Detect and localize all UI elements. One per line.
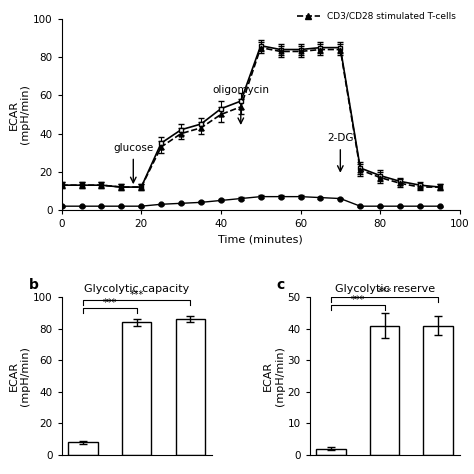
Text: oligomycin: oligomycin [212,85,269,95]
X-axis label: Time (minutes): Time (minutes) [219,235,303,245]
Legend: CD3/CD28 stimulated T-cells: CD3/CD28 stimulated T-cells [293,8,459,25]
Y-axis label: ECAR
(mpH/min): ECAR (mpH/min) [9,84,30,145]
Text: ***: *** [129,291,144,301]
Title: Glycolytic reserve: Glycolytic reserve [335,283,435,294]
Y-axis label: ECAR
(mpH/min): ECAR (mpH/min) [263,346,284,406]
Bar [370,326,400,455]
Text: c: c [276,278,285,292]
Text: ***: *** [351,295,365,305]
Bar [316,449,346,455]
Bar [175,319,205,455]
Text: b: b [28,278,38,292]
Bar [423,326,453,455]
Text: glucose: glucose [113,143,154,153]
Text: 2-DG: 2-DG [327,133,354,143]
Text: ***: *** [103,298,117,308]
Text: ***: *** [377,287,392,297]
Title: Glycolytic capacity: Glycolytic capacity [84,283,190,294]
Bar [68,442,98,455]
Bar [122,322,152,455]
Y-axis label: ECAR
(mpH/min): ECAR (mpH/min) [9,346,30,406]
